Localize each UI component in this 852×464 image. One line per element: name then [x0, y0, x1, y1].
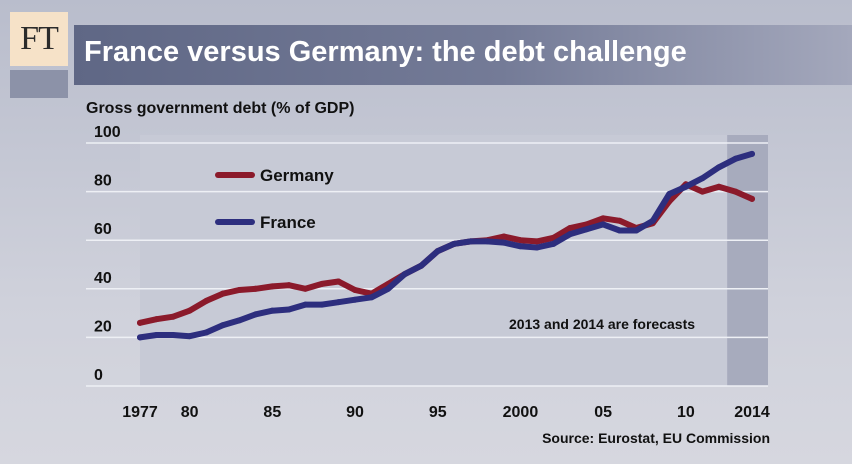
- data-point-germany: [749, 195, 755, 202]
- data-point-france: [682, 183, 689, 190]
- data-point-france: [550, 240, 557, 247]
- data-point-france: [418, 262, 425, 269]
- data-point-germany: [699, 188, 706, 195]
- ft-logo: FT: [10, 12, 68, 66]
- data-point-france: [749, 150, 755, 157]
- data-point-germany: [732, 188, 739, 195]
- data-point-germany: [550, 234, 557, 241]
- data-point-germany: [186, 307, 193, 314]
- x-tick-label: 90: [346, 404, 364, 421]
- x-tick-label: 2000: [503, 404, 539, 421]
- x-tick-label: 05: [594, 404, 612, 421]
- data-point-germany: [302, 285, 309, 292]
- data-point-germany: [153, 316, 160, 323]
- data-point-germany: [285, 282, 292, 289]
- source-note: Source: Eurostat, EU Commission: [542, 430, 770, 446]
- data-point-germany: [236, 287, 243, 294]
- forecast-annotation: 2013 and 2014 are forecasts: [509, 316, 695, 332]
- data-point-germany: [715, 183, 722, 190]
- data-point-france: [269, 307, 276, 314]
- data-point-germany: [203, 297, 210, 304]
- data-point-france: [567, 231, 574, 238]
- data-point-france: [285, 306, 292, 313]
- data-point-germany: [252, 285, 259, 292]
- chart-subtitle: Gross government debt (% of GDP): [86, 100, 355, 117]
- data-point-france: [368, 294, 375, 301]
- data-point-germany: [567, 225, 574, 232]
- data-point-france: [533, 244, 540, 251]
- forecast-band: [727, 135, 768, 386]
- data-point-france: [616, 227, 623, 234]
- y-tick-label: 100: [94, 124, 121, 141]
- y-tick-label: 0: [94, 367, 103, 384]
- x-axis-ticks: 1977 80 85 90 95 2000 05 10 2014: [122, 404, 770, 421]
- data-point-france: [600, 221, 607, 228]
- data-point-france: [203, 329, 210, 336]
- logo-block: [10, 70, 68, 98]
- y-axis-ticks: 0 20 40 60 80 100: [94, 124, 121, 384]
- data-point-france: [500, 239, 507, 246]
- data-point-france: [318, 301, 325, 308]
- x-tick-label: 85: [263, 404, 281, 421]
- data-point-germany: [170, 313, 177, 320]
- legend-label-france: France: [260, 213, 316, 232]
- data-point-germany: [517, 237, 524, 244]
- data-point-france: [302, 301, 309, 308]
- data-point-france: [666, 191, 673, 198]
- data-point-germany: [500, 233, 507, 240]
- data-point-germany: [533, 238, 540, 245]
- data-point-germany: [318, 280, 325, 287]
- data-point-germany: [352, 287, 359, 294]
- data-point-germany: [137, 319, 143, 326]
- data-point-france: [385, 285, 392, 292]
- data-point-france: [335, 299, 342, 306]
- legend-label-germany: Germany: [260, 166, 334, 185]
- title-bar: [74, 25, 852, 85]
- chart-title: France versus Germany: the debt challeng…: [84, 36, 687, 68]
- data-point-france: [236, 317, 243, 324]
- x-tick-label: 95: [429, 404, 447, 421]
- data-point-france: [137, 334, 143, 341]
- y-tick-label: 80: [94, 173, 112, 190]
- data-point-france: [633, 227, 640, 234]
- data-point-germany: [600, 215, 607, 222]
- data-point-france: [434, 248, 441, 255]
- data-point-france: [715, 164, 722, 171]
- data-point-france: [732, 155, 739, 162]
- data-point-germany: [219, 290, 226, 297]
- data-point-france: [467, 238, 474, 245]
- y-tick-label: 40: [94, 270, 112, 287]
- gridlines: [86, 142, 768, 387]
- data-point-france: [352, 296, 359, 303]
- legend: Germany France: [215, 166, 334, 232]
- series-lines: [137, 150, 755, 341]
- data-point-france: [219, 322, 226, 329]
- data-point-france: [153, 331, 160, 338]
- x-tick-label: 1977: [122, 404, 158, 421]
- data-point-france: [451, 240, 458, 247]
- data-point-germany: [335, 278, 342, 285]
- data-point-france: [517, 243, 524, 250]
- data-point-germany: [269, 283, 276, 290]
- data-point-france: [583, 226, 590, 233]
- data-point-france: [186, 333, 193, 340]
- y-tick-label: 20: [94, 318, 112, 335]
- data-point-france: [252, 311, 259, 318]
- data-point-germany: [616, 217, 623, 224]
- x-tick-label: 2014: [734, 404, 770, 421]
- data-point-france: [401, 271, 408, 278]
- data-point-france: [649, 217, 656, 224]
- data-point-france: [484, 238, 491, 245]
- x-tick-label: 80: [181, 404, 199, 421]
- y-tick-label: 60: [94, 221, 112, 238]
- x-tick-label: 10: [677, 404, 695, 421]
- data-point-france: [170, 331, 177, 338]
- data-point-france: [699, 175, 706, 182]
